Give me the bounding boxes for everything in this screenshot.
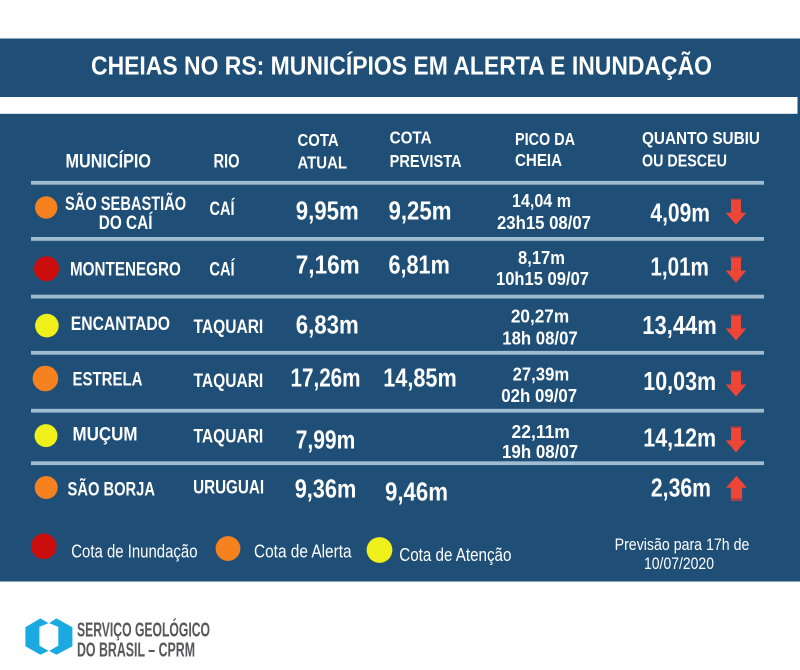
svg-text:DO CAÍ: DO CAÍ [99, 212, 153, 234]
svg-text:Cota de Inundação: Cota de Inundação [71, 542, 197, 562]
svg-text:Previsão para 17h de: Previsão para 17h de [615, 535, 750, 554]
svg-text:SERVIÇO GEOLÓGICO: SERVIÇO GEOLÓGICO [77, 618, 210, 642]
svg-text:ESTRELA: ESTRELA [73, 370, 143, 391]
svg-text:QUANTO SUBIU: QUANTO SUBIU [642, 128, 760, 148]
svg-text:8,17m: 8,17m [518, 247, 565, 268]
svg-text:CHEIA: CHEIA [515, 150, 562, 170]
svg-text:PREVISTA: PREVISTA [390, 151, 462, 171]
svg-text:MUNICÍPIO: MUNICÍPIO [66, 150, 152, 172]
svg-text:TAQUARI: TAQUARI [194, 371, 264, 392]
svg-text:6,83m: 6,83m [296, 310, 359, 340]
svg-text:Cota de Alerta: Cota de Alerta [254, 542, 352, 562]
svg-text:17,26m: 17,26m [291, 362, 361, 392]
svg-text:10,03m: 10,03m [643, 366, 716, 396]
svg-text:20,27m: 20,27m [511, 305, 569, 326]
svg-text:MUÇUM: MUÇUM [73, 424, 138, 445]
svg-text:7,16m: 7,16m [296, 249, 360, 279]
svg-text:19h 08/07: 19h 08/07 [502, 441, 578, 462]
svg-text:14,04 m: 14,04 m [512, 190, 571, 211]
svg-text:OU DESCEU: OU DESCEU [642, 151, 727, 171]
svg-text:9,46m: 9,46m [385, 477, 448, 507]
svg-text:4,09m: 4,09m [650, 198, 710, 228]
svg-text:14,12m: 14,12m [643, 423, 716, 453]
svg-text:RIO: RIO [213, 151, 239, 172]
svg-text:Cota de Atenção: Cota de Atenção [399, 545, 511, 565]
svg-text:10/07/2020: 10/07/2020 [644, 554, 714, 573]
svg-text:27,39m: 27,39m [513, 364, 570, 385]
svg-text:14,85m: 14,85m [383, 363, 457, 393]
svg-text:COTA: COTA [390, 128, 432, 148]
svg-text:13,44m: 13,44m [642, 310, 717, 340]
svg-text:ATUAL: ATUAL [298, 153, 348, 173]
svg-text:18h 08/07: 18h 08/07 [502, 327, 578, 348]
svg-text:TAQUARI: TAQUARI [194, 317, 264, 338]
svg-text:CAÍ: CAÍ [209, 258, 235, 280]
svg-text:6,81m: 6,81m [389, 249, 450, 279]
svg-text:9,36m: 9,36m [295, 473, 357, 503]
svg-text:2,36m: 2,36m [651, 472, 711, 502]
svg-text:URUGUAI: URUGUAI [193, 478, 264, 499]
svg-text:1,01m: 1,01m [650, 252, 709, 282]
svg-text:SÃO SEBASTIÃO: SÃO SEBASTIÃO [65, 193, 186, 215]
svg-text:10h15 09/07: 10h15 09/07 [496, 268, 589, 289]
svg-text:TAQUARI: TAQUARI [194, 427, 264, 448]
svg-text:7,99m: 7,99m [296, 424, 356, 454]
svg-text:22,11m: 22,11m [512, 421, 570, 442]
svg-text:CHEIAS NO RS: MUNICÍPIOS EM AL: CHEIAS NO RS: MUNICÍPIOS EM ALERTA E INU… [91, 51, 712, 81]
svg-text:9,95m: 9,95m [296, 196, 359, 226]
svg-text:COTA: COTA [298, 130, 339, 150]
svg-text:SÃO BORJA: SÃO BORJA [68, 479, 156, 501]
svg-text:ENCANTADO: ENCANTADO [71, 314, 170, 335]
svg-text:9,25m: 9,25m [389, 196, 452, 226]
svg-text:CAÍ: CAÍ [210, 198, 236, 220]
svg-text:23h15 08/07: 23h15 08/07 [497, 212, 591, 233]
svg-text:PICO DA: PICO DA [515, 129, 575, 149]
svg-text:MONTENEGRO: MONTENEGRO [70, 259, 181, 280]
svg-text:DO BRASIL – CPRM: DO BRASIL – CPRM [77, 639, 195, 661]
svg-text:02h 09/07: 02h 09/07 [501, 385, 577, 406]
